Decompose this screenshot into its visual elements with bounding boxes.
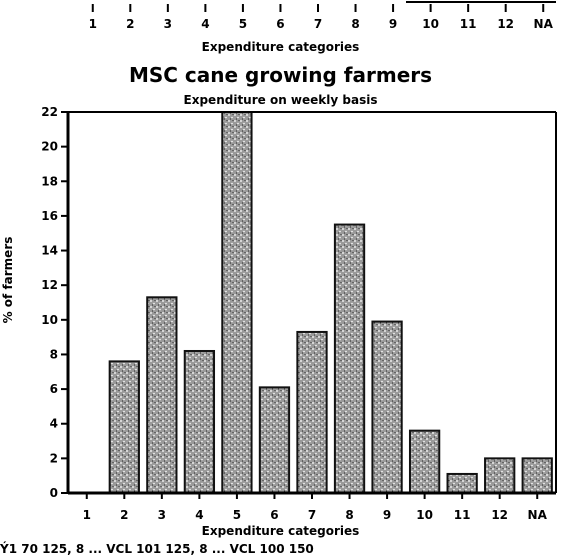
chart-title: MSC cane growing farmers	[128, 63, 433, 87]
top-fragment-tick-label: 6	[276, 17, 284, 31]
x-tick-label-NA: NA	[528, 508, 548, 522]
bar-3	[146, 296, 178, 494]
top-fragment-tick-label: 10	[422, 17, 439, 31]
x-tick-label-8: 8	[345, 508, 353, 522]
bar-5	[221, 111, 253, 494]
x-tick-label-3: 3	[158, 508, 166, 522]
y-tick-label-2: 2	[50, 451, 58, 465]
x-tick-label-7: 7	[308, 508, 316, 522]
bar-7	[296, 330, 328, 495]
x-tick-label-6: 6	[270, 508, 278, 522]
top-fragment-tick-label: 2	[126, 17, 134, 31]
y-tick-label-4: 4	[50, 417, 58, 431]
x-tick-label-9: 9	[383, 508, 391, 522]
bar-11	[446, 472, 478, 495]
bar-10	[408, 429, 441, 494]
bar-8	[333, 223, 366, 494]
y-tick-label-22: 22	[41, 105, 58, 119]
x-tick-label-5: 5	[233, 508, 241, 522]
x-tick-label-4: 4	[195, 508, 203, 522]
y-tick-label-16: 16	[41, 209, 58, 223]
x-axis-label: Expenditure categories	[201, 524, 360, 538]
y-tick-label-14: 14	[41, 244, 58, 258]
bottom-fragment-text: Ý1 70 125, 8 ... VCL 101 125, 8 ... VCL …	[0, 542, 314, 556]
top-fragment-axis: 1 2 3 4 5 6 7 8 9 10 11 12 NA	[89, 1, 556, 31]
top-fragment-tick-label: 11	[460, 17, 477, 31]
top-fragment-tick-label: NA	[534, 17, 554, 31]
x-tick-label-1: 1	[83, 508, 91, 522]
y-tick-label-12: 12	[41, 278, 58, 292]
top-fragment-tick-label: 12	[497, 17, 514, 31]
top-fragment-xlabel: Expenditure categories	[201, 40, 360, 54]
top-fragment-tick-label: 7	[314, 17, 322, 31]
y-tick-label-10: 10	[41, 313, 58, 327]
bar-NA	[521, 457, 553, 495]
top-fragment-tick-label: 3	[164, 17, 172, 31]
bar-2	[108, 360, 140, 494]
x-tick-label-2: 2	[120, 508, 128, 522]
top-fragment-tick-label: 8	[351, 17, 359, 31]
bar-4	[183, 349, 216, 494]
y-tick-label-20: 20	[41, 140, 58, 154]
x-tick-label-11: 11	[454, 508, 471, 522]
top-fragment-tick-label: 5	[239, 17, 247, 31]
top-fragment-tick-label: 9	[389, 17, 397, 31]
y-tick-label-8: 8	[50, 347, 58, 361]
top-fragment-tick-label: 1	[89, 17, 97, 31]
top-fragment-tick-label: 4	[201, 17, 209, 31]
bar-12	[484, 457, 516, 495]
x-tick-label-12: 12	[491, 508, 508, 522]
y-tick-label-6: 6	[50, 382, 58, 396]
y-tick-label-0: 0	[50, 486, 58, 500]
y-tick-label-18: 18	[41, 174, 58, 188]
chart-subtitle: Expenditure on weekly basis	[183, 93, 378, 107]
bar-6	[258, 386, 291, 495]
bar-9	[371, 320, 403, 494]
x-tick-label-10: 10	[416, 508, 433, 522]
